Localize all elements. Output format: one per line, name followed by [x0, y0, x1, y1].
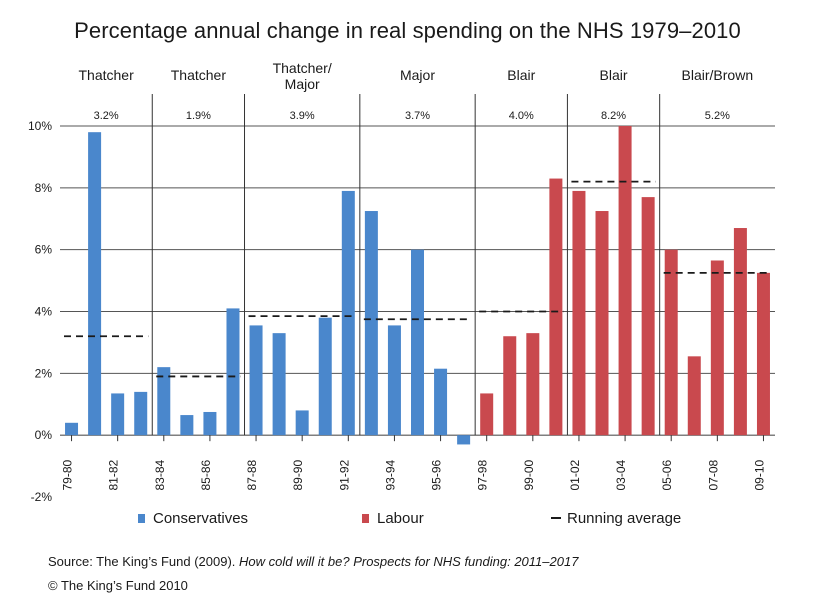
x-tick-label: 83-84: [153, 460, 167, 491]
bar-89-90: [295, 410, 309, 436]
period-average-label: 5.2%: [705, 110, 730, 122]
bar-98-99: [503, 336, 517, 436]
x-tick-label: 85-86: [199, 460, 213, 491]
period-label: Blair: [507, 67, 535, 83]
bar-91-92: [341, 190, 355, 436]
bar-84-85: [180, 415, 194, 436]
bar-81-82: [111, 393, 125, 436]
x-tick-label: 97-98: [476, 460, 490, 491]
legend-label: Running average: [567, 510, 681, 527]
bar-96-97: [457, 435, 471, 445]
bar-88-89: [272, 333, 286, 436]
y-tick-label: 2%: [35, 366, 53, 380]
x-tick-label: 95-96: [430, 460, 444, 491]
legend-swatch-conservatives: [138, 514, 145, 523]
y-tick-label: 0%: [35, 428, 53, 442]
bar-94-95: [411, 249, 424, 436]
x-tick-label: 01-02: [568, 460, 582, 491]
bar-80-81: [88, 132, 102, 436]
x-tick-label: 93-94: [383, 460, 397, 491]
bar-09-10: [756, 272, 770, 436]
period-label: Major: [400, 67, 435, 83]
x-tick-label: 03-04: [614, 460, 628, 491]
bar-95-96: [434, 368, 448, 436]
y-tick-label: 4%: [35, 305, 53, 319]
copyright-note: © The King’s Fund 2010: [48, 578, 188, 593]
period-average-label: 4.0%: [509, 110, 534, 122]
chart-plot: -2% 0% 2% 4% 6% 8% 10% Thatcher 3.2% Thatcher 1.9%…: [28, 60, 775, 527]
bar-03-04: [618, 126, 632, 436]
legend-label: Labour: [377, 510, 424, 527]
bar-04-05: [641, 197, 655, 436]
bar-00-01: [549, 178, 563, 436]
legend-swatch-labour: [362, 514, 369, 523]
source-prefix: Source: The King’s Fund (2009).: [48, 554, 240, 569]
y-tick-label: -2%: [31, 490, 53, 504]
bar-05-06: [664, 249, 678, 436]
bar-93-94: [387, 325, 401, 436]
period-label: Thatcher: [171, 67, 227, 83]
bar-06-07: [687, 356, 701, 436]
period-average-label: 8.2%: [601, 110, 626, 122]
bar-99-00: [526, 333, 540, 436]
y-tick-label: 6%: [35, 243, 53, 257]
bar-79-80: [65, 422, 79, 436]
period-label: Thatcher/: [273, 60, 332, 76]
source-note: Source: The King’s Fund (2009). How cold…: [48, 554, 578, 569]
period-label: Blair/Brown: [682, 67, 754, 83]
x-tick-label: 07-08: [706, 460, 720, 491]
bar-83-84: [157, 367, 171, 436]
period-average-label: 3.2%: [94, 110, 119, 122]
bar-02-03: [595, 211, 609, 436]
period-average-label: 3.7%: [405, 110, 430, 122]
bar-85-86: [203, 411, 217, 436]
period-label: Blair: [600, 67, 628, 83]
bar-92-93: [364, 211, 378, 436]
bar-07-08: [710, 260, 724, 436]
bar-97-98: [480, 393, 494, 436]
bar-01-02: [572, 190, 586, 436]
y-tick-label: 8%: [35, 181, 53, 195]
x-tick-label: 87-88: [245, 460, 259, 491]
chart-title: Percentage annual change in real spendin…: [74, 18, 741, 43]
bar-90-91: [318, 317, 332, 436]
x-tick-label: 91-92: [337, 460, 351, 491]
source-title: How cold will it be? Prospects for NHS f…: [239, 554, 579, 569]
period-average-label: 1.9%: [186, 110, 211, 122]
x-tick-label: 81-82: [107, 460, 121, 491]
x-tick-label: 09-10: [752, 460, 766, 491]
x-tick-label: 89-90: [291, 460, 305, 491]
x-tick-label: 99-00: [522, 460, 536, 491]
period-label: Major: [285, 76, 320, 92]
legend-label: Conservatives: [153, 510, 248, 527]
bar-87-88: [249, 325, 263, 436]
bar-08-09: [733, 228, 747, 436]
y-tick-label: 10%: [28, 119, 52, 133]
bar-82-83: [134, 391, 148, 436]
x-tick-label: 05-06: [660, 460, 674, 491]
period-average-label: 3.9%: [290, 110, 315, 122]
bar-86-87: [226, 308, 240, 436]
period-label: Thatcher: [79, 67, 135, 83]
x-tick-label: 79-80: [61, 460, 75, 491]
